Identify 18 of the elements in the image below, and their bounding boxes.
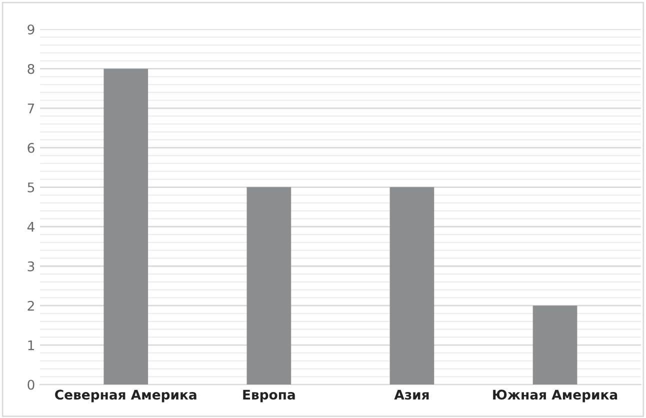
y-tick-label: 4 xyxy=(27,222,34,232)
y-tick-label: 5 xyxy=(28,182,34,192)
x-tick-label: Азия xyxy=(394,390,429,400)
y-tick-label: 1 xyxy=(28,340,34,350)
bar xyxy=(390,187,434,385)
bar xyxy=(532,306,578,385)
x-tick-label: Южная Америка xyxy=(493,390,618,402)
y-tick-label: 2 xyxy=(28,300,34,311)
y-tick-label: 8 xyxy=(28,64,34,74)
bar xyxy=(104,68,148,385)
y-tick-label: 7 xyxy=(28,104,34,114)
y-tick-label: 6 xyxy=(28,142,34,153)
x-tick-label: Европа xyxy=(243,390,295,402)
y-tick-label: 3 xyxy=(28,261,34,272)
y-tick-label: 9 xyxy=(28,24,34,34)
bar xyxy=(246,187,292,385)
x-tick-label: Северная Америка xyxy=(55,390,196,402)
y-tick-label: 0 xyxy=(28,380,34,390)
